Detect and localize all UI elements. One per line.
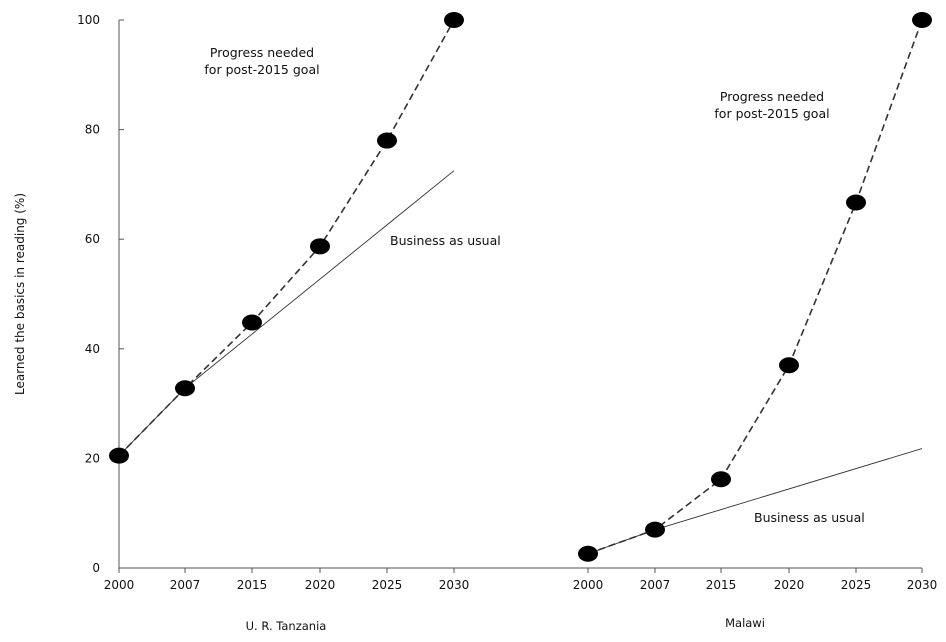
series-line-business-as-usual	[587, 448, 923, 555]
y-axis-label: Learned the basics in reading (%)	[13, 193, 27, 395]
data-point	[779, 357, 799, 374]
x-tick-label: 2015	[237, 578, 268, 592]
y-tick-label: 20	[85, 451, 100, 465]
data-point	[912, 12, 932, 28]
panel-label: U. R. Tanzania	[246, 619, 327, 633]
y-tick-label: 80	[85, 123, 100, 137]
y-tick-label: 60	[85, 232, 100, 246]
data-point	[711, 471, 731, 488]
x-tick-label: 2000	[573, 578, 604, 592]
panels: 2000 2007 2015 2020 2025 2030 Progress needed f…	[104, 12, 938, 633]
x-tick-label: 2000	[104, 578, 135, 592]
annotation-business-as-usual: Business as usual	[754, 510, 865, 525]
y-tick-label: 0	[92, 561, 100, 575]
data-point	[645, 521, 665, 538]
annotation-progress-needed: Progress needed for post-2015 goal	[714, 89, 829, 121]
x-tick-label: 2015	[706, 578, 737, 592]
x-tick-label: 2030	[439, 578, 470, 592]
x-tick-label: 2007	[170, 578, 201, 592]
x-tick-label: 2025	[372, 578, 403, 592]
panel-1: 2000 2007 2015 2020 2025 2030 Progress needed f…	[104, 12, 501, 633]
y-ticks: 0 20 40 60 80 100	[77, 13, 124, 575]
data-point	[175, 380, 195, 397]
x-tick-label: 2007	[640, 578, 671, 592]
y-tick-label: 40	[85, 342, 100, 356]
panel-label: Malawi	[725, 616, 765, 630]
annotation-progress-needed: Progress needed for post-2015 goal	[204, 45, 319, 77]
annotation-business-as-usual: Business as usual	[390, 233, 501, 248]
panel-2: 2000 2007 2015 2020 2025 2030 Progress needed f…	[573, 12, 938, 630]
x-tick-label: 2025	[841, 578, 872, 592]
y-tick-label: 100	[77, 13, 100, 27]
x-tick-label: 2030	[907, 578, 938, 592]
data-point	[242, 314, 262, 331]
data-point	[377, 132, 397, 149]
x-tick-label: 2020	[305, 578, 336, 592]
data-point	[310, 238, 330, 255]
data-point	[578, 545, 598, 562]
data-point	[444, 12, 464, 28]
series-line-business-as-usual	[118, 170, 455, 456]
x-tick-label: 2020	[774, 578, 805, 592]
data-point	[109, 447, 129, 464]
data-point	[846, 194, 866, 211]
